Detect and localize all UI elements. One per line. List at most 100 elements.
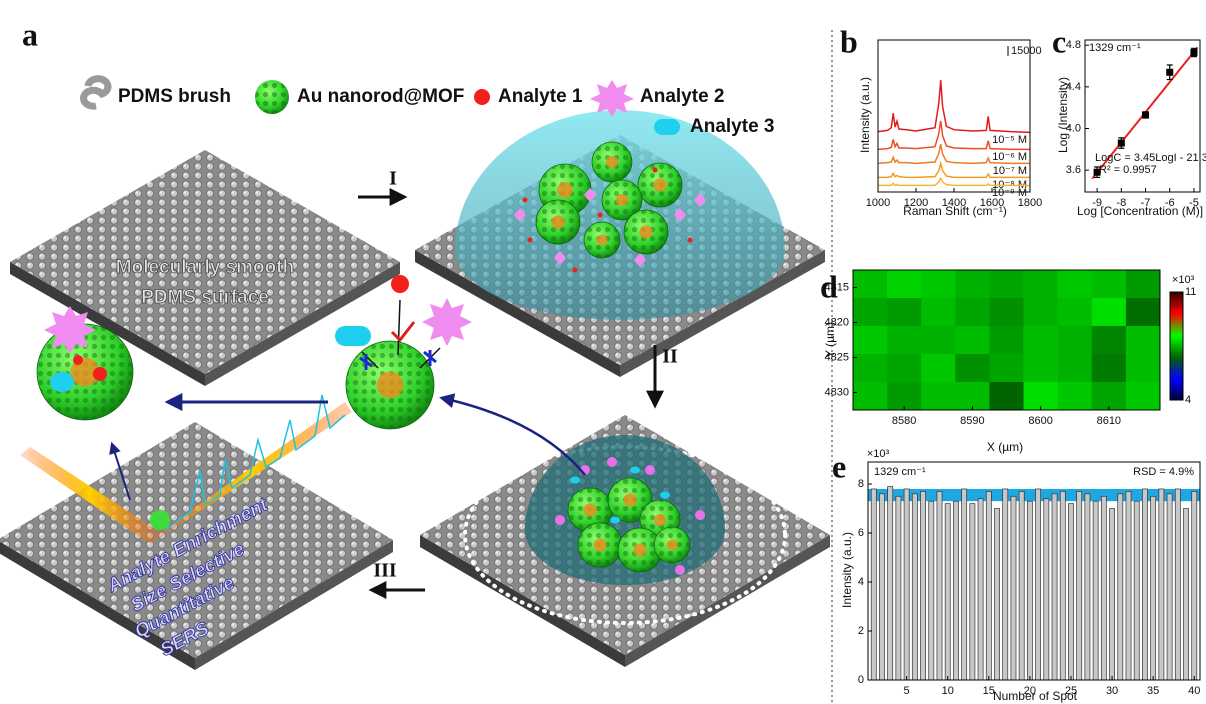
legend-label: Analyte 2 — [640, 86, 724, 107]
heat-cell — [989, 270, 1023, 298]
analyte1 — [598, 213, 603, 218]
heat-cell — [1024, 298, 1058, 326]
colorbar-segment — [1170, 381, 1183, 384]
colorbar-segment — [1170, 360, 1183, 363]
colorbar-segment — [1170, 308, 1183, 311]
bar — [1151, 496, 1156, 680]
annotation: R² = 0.9957 — [1099, 164, 1157, 176]
bar — [879, 494, 884, 680]
panel-label: a — [22, 16, 38, 52]
x-tick-label: 1000 — [866, 197, 890, 209]
heat-cell — [1058, 326, 1092, 354]
spectrum-line — [878, 80, 1030, 132]
heat-cell — [853, 326, 887, 354]
legend-label: Analyte 1 — [498, 86, 583, 107]
heat-cell — [921, 298, 955, 326]
bar — [888, 486, 893, 680]
x-tick-label: 10 — [942, 685, 954, 697]
bar — [1175, 489, 1180, 680]
y-tick-label: 2 — [858, 625, 864, 637]
surface-label: PDMS surface — [141, 287, 269, 308]
series-label: 10⁻⁵ M — [992, 134, 1027, 146]
bar — [1167, 494, 1172, 680]
colorbar-segment — [1170, 362, 1183, 365]
bar — [1126, 491, 1131, 680]
colorbar-segment — [1170, 306, 1183, 309]
surface-label: Molecularly smooth — [116, 257, 294, 278]
bar — [970, 504, 975, 680]
colorbar-tick-label: 4 — [1185, 394, 1191, 406]
colorbar-segment — [1170, 316, 1183, 319]
x-tick-label: 8590 — [960, 415, 984, 427]
bar — [1093, 501, 1098, 680]
y-tick-label: 0 — [858, 674, 864, 686]
nanorod-core — [597, 235, 608, 246]
legend: PDMS brush Au nanorod@MOF Analyte 1 Anal… — [84, 79, 775, 137]
colorbar-segment — [1170, 384, 1183, 387]
colorbar-segment — [1170, 341, 1183, 344]
colorbar-segment — [1170, 343, 1183, 346]
heat-cell — [989, 382, 1023, 410]
nanorod-core — [557, 182, 573, 198]
chart: b10⁻⁵ M10⁻⁶ M10⁻⁷ M10⁻⁸ M10⁻⁹ M150001000… — [840, 23, 1042, 218]
point — [1166, 69, 1173, 76]
analyte1 — [73, 355, 83, 365]
colorbar-segment — [1170, 373, 1183, 376]
legend-analyte1-icon — [474, 89, 490, 105]
heat-cell — [1092, 270, 1126, 298]
hotspot — [150, 510, 170, 530]
bar — [1118, 494, 1123, 680]
nanorod-core — [639, 225, 652, 238]
heat-cell — [1024, 326, 1058, 354]
heat-cell — [1058, 270, 1092, 298]
legend-label: Analyte 3 — [690, 116, 774, 137]
heat-cell — [853, 298, 887, 326]
heat-cell — [1024, 270, 1058, 298]
annotation: RSD = 4.9% — [1133, 466, 1194, 478]
x-tick-label: 30 — [1106, 685, 1118, 697]
x-tick-label: 35 — [1147, 685, 1159, 697]
analyte1 — [391, 275, 409, 293]
bar — [1134, 501, 1139, 680]
analyte2 — [675, 565, 685, 575]
colorbar-segment — [1170, 387, 1183, 390]
chart: c1329 cm⁻¹LogC = 3.45LogI - 21.34R² = 0.… — [1052, 23, 1206, 218]
analyte1 — [93, 367, 107, 381]
bar — [871, 489, 876, 680]
y-tick-label: 6 — [858, 527, 864, 539]
point — [1118, 140, 1125, 147]
heat-cell — [853, 354, 887, 382]
nanorod-core — [633, 543, 646, 556]
bar — [1183, 509, 1188, 680]
x-tick-label: 5 — [904, 685, 910, 697]
step-label: I — [389, 168, 397, 190]
colorbar-segment — [1170, 319, 1183, 322]
colorbar-tick-label: 11 — [1185, 286, 1196, 298]
heat-cell — [989, 354, 1023, 382]
scale-bar-label: 15000 — [1011, 45, 1042, 57]
heat-cell — [1126, 326, 1160, 354]
heat-cell — [1024, 354, 1058, 382]
nanorod-core — [377, 372, 403, 398]
colorbar-segment — [1170, 378, 1183, 381]
analyte1 — [573, 268, 578, 273]
heat-cell — [1092, 326, 1126, 354]
heat-cell — [1126, 354, 1160, 382]
heat-cell — [921, 354, 955, 382]
x-tick-label: 8610 — [1097, 415, 1121, 427]
colorbar-segment — [1170, 376, 1183, 379]
annotation: LogC = 3.45LogI - 21.34 — [1095, 152, 1206, 164]
heat-cell — [853, 270, 887, 298]
nanorod-core — [593, 538, 606, 551]
analyte2 — [555, 515, 565, 525]
body: a PDMS brush Au nanorod@MOF Analyte 1 An… — [0, 0, 1206, 704]
colorbar-segment — [1170, 349, 1183, 352]
analyte3 — [50, 372, 74, 392]
heat-cell — [955, 270, 989, 298]
bar — [962, 489, 967, 680]
bar — [921, 491, 926, 680]
analyte2 — [645, 465, 655, 475]
colorbar-segment — [1170, 368, 1183, 371]
x-tick-label: 40 — [1188, 685, 1200, 697]
